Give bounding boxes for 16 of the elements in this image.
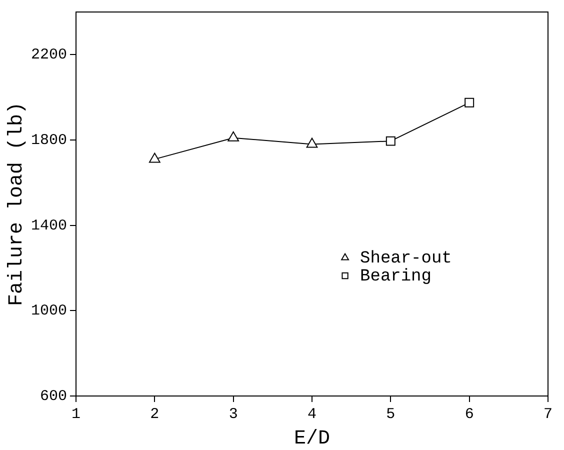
x-axis-title: E/D	[294, 427, 330, 450]
x-tick-label: 6	[464, 406, 474, 423]
legend-label: Bearing	[360, 267, 432, 286]
x-tick-label: 4	[307, 406, 317, 423]
y-tick-label: 600	[40, 388, 68, 405]
x-tick-label: 7	[543, 406, 553, 423]
y-tick-label: 2200	[30, 46, 68, 64]
y-tick-label: 1800	[30, 132, 68, 149]
y-tick-label: 1400	[30, 217, 68, 234]
x-tick-label: 3	[228, 406, 238, 423]
x-tick-label: 1	[72, 406, 81, 423]
x-tick-label: 2	[150, 406, 160, 423]
y-tick-label: 1000	[30, 302, 68, 320]
x-tick-label: 5	[386, 406, 396, 423]
y-axis-title: Failure load (lb)	[5, 102, 28, 306]
legend-label: Shear-out	[360, 249, 452, 268]
